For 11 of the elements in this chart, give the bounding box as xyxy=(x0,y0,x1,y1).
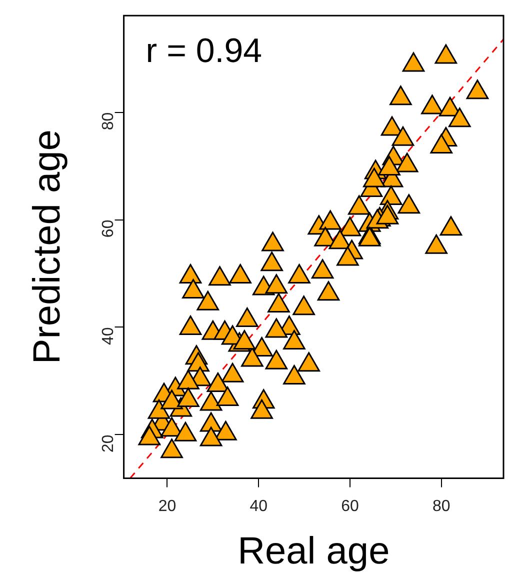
x-tick-label: 80 xyxy=(432,498,450,516)
y-tick-label: 40 xyxy=(100,327,118,346)
y-tick-label: 20 xyxy=(100,434,118,452)
y-axis-title: Predicted age xyxy=(26,130,68,364)
x-tick-label: 20 xyxy=(158,498,176,516)
y-tick-label: 80 xyxy=(100,112,118,130)
x-tick-label: 60 xyxy=(341,498,359,516)
y-tick-label: 60 xyxy=(100,220,118,238)
x-tick-label: 40 xyxy=(250,498,268,516)
annotation: r = 0.94 xyxy=(146,32,262,70)
x-axis-title: Real age xyxy=(238,530,390,573)
